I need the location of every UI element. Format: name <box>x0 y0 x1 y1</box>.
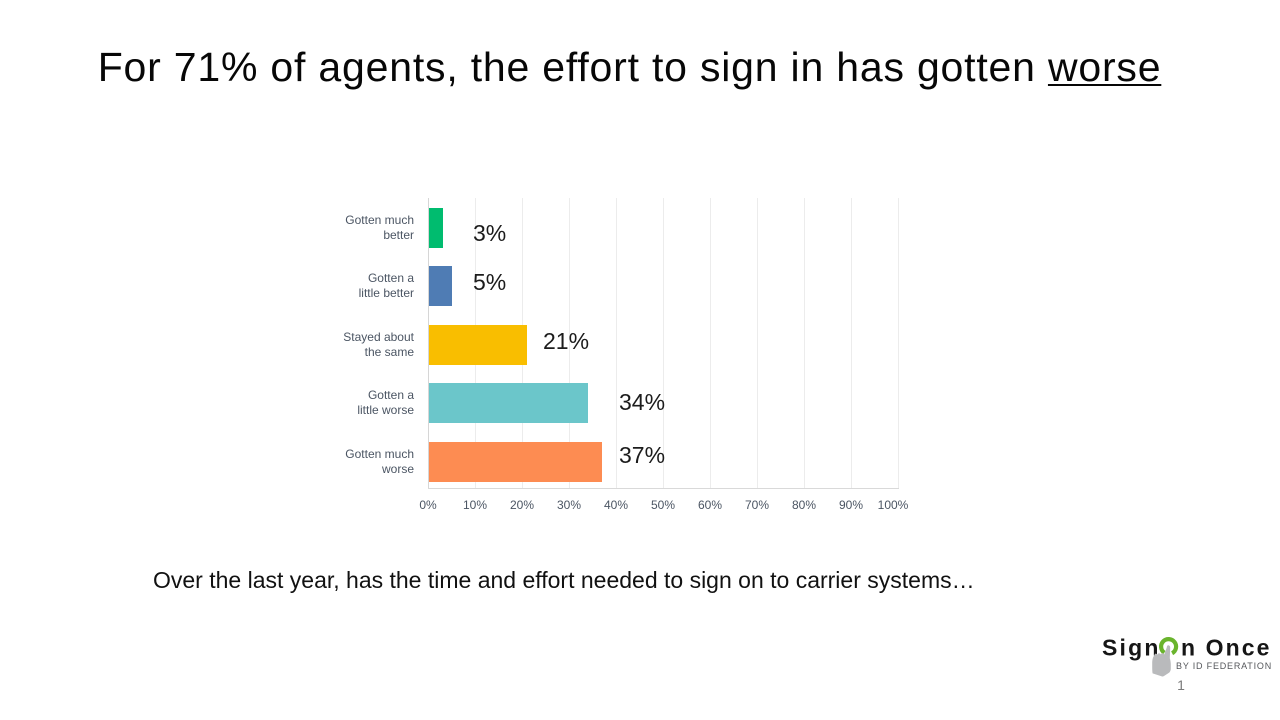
svg-text:BY ID FEDERATION: BY ID FEDERATION <box>1176 661 1272 671</box>
svg-text:Sign: Sign <box>1102 634 1161 660</box>
svg-text:n Once: n Once <box>1181 634 1272 660</box>
